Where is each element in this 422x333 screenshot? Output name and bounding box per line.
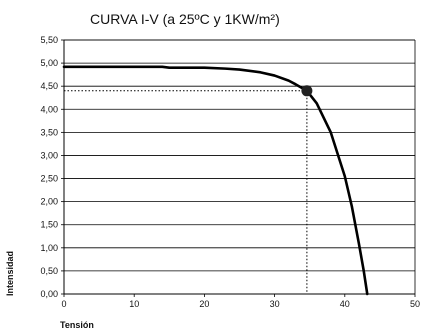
- y-tick-label: 3,50: [40, 127, 58, 137]
- y-tick-label: 4,50: [40, 81, 58, 91]
- x-tick-label: 0: [61, 299, 66, 309]
- x-tick-label: 10: [129, 299, 139, 309]
- x-tick-label: 20: [199, 299, 209, 309]
- y-tick-label: 1,00: [40, 243, 58, 253]
- max-power-point-marker: [301, 85, 313, 97]
- series-group: [62, 65, 369, 296]
- y-tick-label: 0,00: [40, 289, 58, 299]
- reference-lines: [64, 90, 308, 294]
- y-tick-label: 4,00: [40, 104, 58, 114]
- chart-title: CURVA I-V (a 25ºC y 1KW/m²): [90, 11, 280, 27]
- iv-curve-line: [62, 65, 369, 296]
- y-tick-label: 1,50: [40, 220, 58, 230]
- x-tick-label: 50: [410, 299, 420, 309]
- y-tick-labels: 0,00 0,50 1,00 1,50 2,00 2,50 3,00 3,50 4,00 4,50…: [40, 35, 58, 299]
- y-tick-label: 5,50: [40, 35, 58, 45]
- x-tick-labels: 0 10 20 30 40 50: [61, 299, 420, 309]
- y-tick-label: 2,50: [40, 174, 58, 184]
- y-tick-label: 2,00: [40, 197, 58, 207]
- y-tick-label: 0,50: [40, 266, 58, 276]
- x-tick-label: 30: [270, 299, 280, 309]
- axes: [61, 39, 416, 297]
- x-tick-label: 40: [340, 299, 350, 309]
- y-tick-label: 3,00: [40, 150, 58, 160]
- grid-lines: [64, 39, 415, 272]
- x-axis-label: Tensión: [60, 320, 94, 330]
- y-axis-label: Intensidad: [5, 251, 15, 296]
- y-tick-label: 5,00: [40, 58, 58, 68]
